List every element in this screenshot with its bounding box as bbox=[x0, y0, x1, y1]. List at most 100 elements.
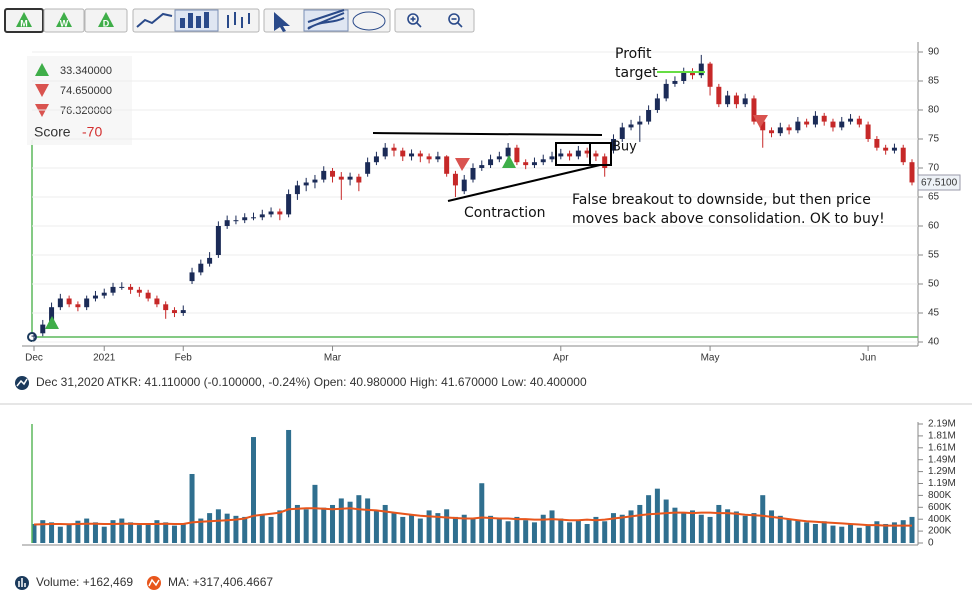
annotation: target bbox=[615, 65, 658, 81]
volume-bar bbox=[856, 527, 862, 543]
candle-body bbox=[637, 121, 643, 125]
score-value: -70 bbox=[82, 124, 102, 140]
volume-bar bbox=[769, 510, 775, 543]
volume-bar bbox=[215, 509, 221, 543]
last-price-label: 67.5100 bbox=[921, 178, 958, 189]
volume-bar bbox=[207, 513, 213, 543]
candle-body bbox=[84, 298, 90, 308]
volume-bar bbox=[637, 504, 643, 543]
candle-body bbox=[707, 63, 713, 87]
candle-body bbox=[821, 115, 827, 122]
volume-bar bbox=[136, 525, 142, 543]
candle-body bbox=[347, 176, 353, 180]
x-tick-label: May bbox=[701, 353, 720, 364]
icon bbox=[16, 12, 32, 27]
candle-body bbox=[171, 310, 177, 313]
y-tick-label: 1.81M bbox=[928, 431, 956, 442]
volume-bar bbox=[804, 522, 810, 543]
candle-body bbox=[523, 162, 529, 166]
volume-bar bbox=[338, 498, 344, 543]
candle-body bbox=[848, 118, 854, 122]
icon bbox=[352, 11, 386, 31]
volume-bar bbox=[742, 515, 748, 543]
volume-bar bbox=[681, 513, 687, 543]
candle-body bbox=[654, 98, 660, 110]
toolbar: M W D bbox=[4, 8, 475, 33]
volume-bar bbox=[356, 495, 362, 543]
volume-bar bbox=[558, 518, 564, 543]
candle-body bbox=[514, 147, 520, 163]
volume-bar bbox=[180, 523, 186, 543]
x-tick-label: 2021 bbox=[93, 353, 116, 364]
volume-bar bbox=[242, 516, 248, 543]
candle-body bbox=[409, 153, 415, 157]
candle-body bbox=[198, 263, 204, 273]
volume-bar bbox=[286, 429, 292, 543]
annotation: Contraction bbox=[464, 205, 546, 221]
volume-bar bbox=[663, 499, 669, 543]
volume-bar bbox=[312, 484, 318, 543]
candle-body bbox=[277, 211, 283, 215]
volume-bar bbox=[531, 522, 537, 543]
trend-line bbox=[447, 164, 601, 202]
candle-body bbox=[830, 121, 836, 128]
candle-body bbox=[40, 324, 46, 334]
volume-bar bbox=[444, 509, 450, 543]
volume-bar bbox=[84, 518, 90, 543]
candle-body bbox=[163, 304, 169, 311]
volume-bar bbox=[66, 523, 72, 543]
y-tick-label: 1.49M bbox=[928, 454, 956, 465]
candle-body bbox=[733, 95, 739, 105]
signal bbox=[753, 115, 768, 128]
y-tick-label: 200K bbox=[928, 526, 952, 537]
candle-body bbox=[786, 127, 792, 131]
button-group[interactable] bbox=[394, 8, 475, 33]
icon bbox=[35, 63, 49, 76]
candle-body bbox=[663, 83, 669, 99]
volume-bar bbox=[435, 513, 441, 543]
candle-body bbox=[382, 147, 388, 157]
candle-body bbox=[593, 153, 599, 157]
candle-body bbox=[31, 335, 37, 337]
volume-bar bbox=[268, 516, 274, 543]
volume-bar bbox=[619, 514, 625, 543]
candle-body bbox=[321, 170, 327, 180]
x-tick-label: Dec bbox=[25, 353, 43, 364]
volume-bar bbox=[575, 520, 581, 543]
candle-body bbox=[900, 147, 906, 163]
volume-bar bbox=[49, 522, 55, 543]
candle-body bbox=[136, 289, 142, 293]
volume-bar bbox=[646, 495, 652, 543]
candle-body bbox=[531, 162, 537, 166]
candle-body bbox=[154, 298, 160, 305]
icon bbox=[407, 13, 422, 28]
volume-bar bbox=[303, 509, 309, 543]
candle-body bbox=[75, 304, 81, 308]
volume-bar bbox=[760, 495, 766, 543]
candle-body bbox=[488, 159, 494, 166]
last-price-box bbox=[917, 174, 961, 191]
volume-bar bbox=[470, 518, 476, 543]
candle-body bbox=[417, 153, 423, 157]
y-tick-label: 65 bbox=[928, 192, 940, 203]
y-tick-label: 45 bbox=[928, 308, 940, 319]
volume-bar bbox=[496, 518, 502, 543]
candle-body bbox=[66, 298, 72, 305]
candle-body bbox=[681, 72, 687, 81]
volume-bar bbox=[909, 516, 915, 543]
candle-body bbox=[373, 156, 379, 163]
annotation: moves back above consolidation. OK to bu… bbox=[572, 211, 885, 227]
volume-bar bbox=[874, 521, 880, 543]
volume-bar bbox=[672, 507, 678, 543]
volume-bar bbox=[812, 523, 818, 543]
volume-bar bbox=[505, 521, 511, 543]
volume-bar bbox=[865, 525, 871, 543]
volume-bar bbox=[514, 516, 520, 543]
candle-body bbox=[760, 121, 766, 131]
x-tick-label: Mar bbox=[324, 353, 342, 364]
candle-body bbox=[145, 292, 151, 299]
candle-body bbox=[251, 217, 256, 219]
volume-bar bbox=[488, 515, 494, 543]
candle-body bbox=[619, 127, 625, 139]
candle-body bbox=[558, 153, 564, 157]
